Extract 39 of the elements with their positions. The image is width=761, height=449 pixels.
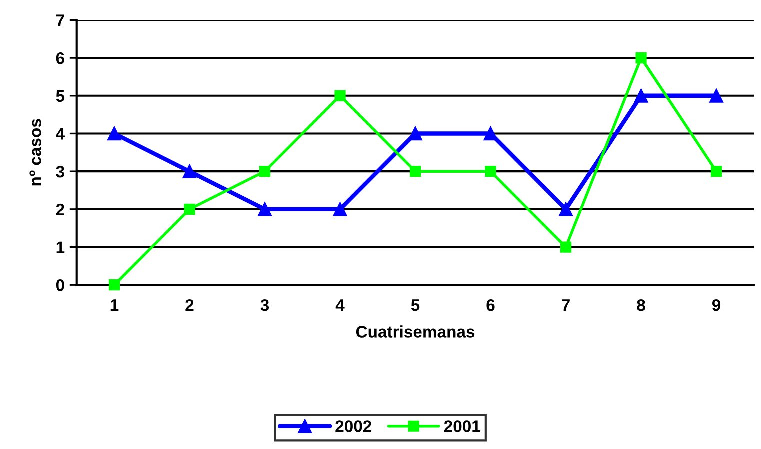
point <box>559 202 573 216</box>
point <box>108 280 120 291</box>
legend-label: 2001 <box>444 420 480 432</box>
y-tick-label: 3 <box>56 166 64 178</box>
point <box>710 88 724 103</box>
point <box>182 164 197 179</box>
y-tick-label: 0 <box>56 280 64 292</box>
point <box>634 88 648 103</box>
point <box>636 52 647 64</box>
point <box>560 242 572 253</box>
x-tick-label: 5 <box>411 300 420 312</box>
y-tick-label: 2 <box>56 204 64 216</box>
point <box>484 126 498 141</box>
x-tick-label: 9 <box>712 299 721 312</box>
y-tick-label: 4 <box>56 128 65 140</box>
y-tick-label: 5 <box>56 90 65 102</box>
point <box>108 126 122 141</box>
y-tick-label: 7 <box>56 14 64 26</box>
y-tick-label: 1 <box>56 242 65 254</box>
point <box>334 90 346 102</box>
x-tick-label: 8 <box>637 299 646 312</box>
point <box>333 202 348 216</box>
point <box>710 166 722 178</box>
x-tick-label: 3 <box>260 299 270 312</box>
x-tick-label: 2 <box>186 299 194 312</box>
point <box>259 166 271 178</box>
point <box>184 204 196 215</box>
x-tick-label: 4 <box>336 300 345 312</box>
point <box>408 126 422 141</box>
point <box>485 166 496 178</box>
x-axis-title: Cuatrisemanas <box>356 326 475 338</box>
y-axis-title: nº casos <box>30 119 42 186</box>
y-tick-label: 6 <box>56 52 64 64</box>
x-tick-label: 6 <box>486 299 495 312</box>
point <box>410 166 422 178</box>
x-tick-label: 7 <box>562 300 570 312</box>
legend-label: 2002 <box>336 420 372 432</box>
x-tick-label: 1 <box>110 300 119 312</box>
point <box>258 202 272 216</box>
